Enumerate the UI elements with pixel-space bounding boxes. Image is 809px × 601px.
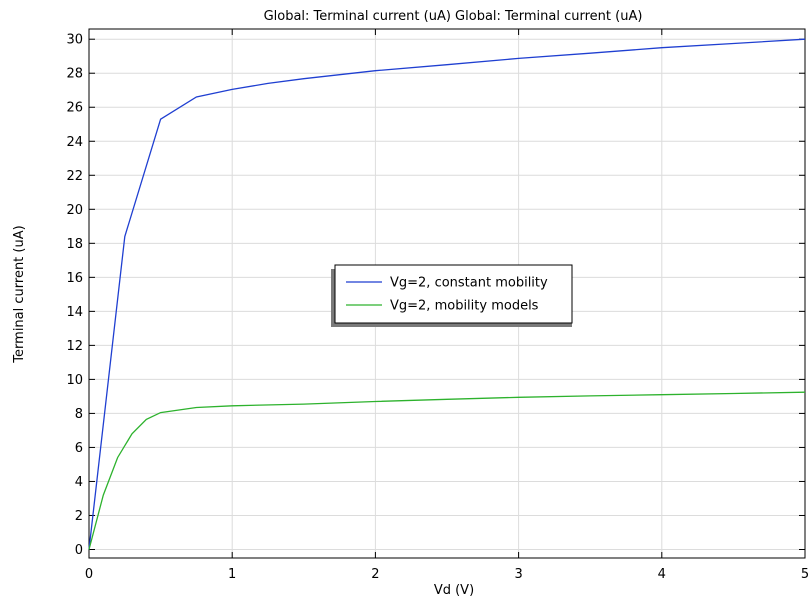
y-tick-label: 16: [66, 271, 83, 286]
legend-label-constant-mobility: Vg=2, constant mobility: [390, 276, 548, 291]
y-tick-label: 30: [66, 33, 83, 48]
y-tick-label: 12: [66, 339, 83, 354]
y-tick-label: 8: [75, 407, 83, 422]
y-tick-label: 26: [66, 101, 83, 116]
y-tick-label: 28: [66, 67, 83, 82]
y-tick-label: 4: [75, 475, 83, 490]
legend-box: [334, 264, 573, 324]
y-tick-label: 14: [66, 305, 83, 320]
series-line-constant-mobility: [88, 38, 806, 550]
y-tick-label: 2: [75, 509, 83, 524]
y-tick-label: 6: [75, 441, 83, 456]
y-tick-label: 22: [66, 169, 83, 184]
y-axis-title: Terminal current (uA): [12, 225, 27, 363]
y-tick-label: 20: [66, 203, 83, 218]
y-tick-label: 24: [66, 135, 83, 150]
legend: Vg=2, constant mobility Vg=2, mobility m…: [331, 264, 573, 327]
series-layer: [88, 38, 806, 550]
x-tick-label: 4: [658, 567, 666, 582]
x-tick-label: 5: [801, 567, 809, 582]
series-line-mobility-models: [88, 391, 806, 550]
y-tick-label: 0: [75, 543, 83, 558]
legend-label-mobility-models: Vg=2, mobility models: [390, 299, 539, 314]
x-tick-label: 1: [228, 567, 236, 582]
plot-frame: [88, 28, 806, 559]
x-tick-label: 2: [371, 567, 379, 582]
x-tick-label: 3: [514, 567, 522, 582]
chart-title: Global: Terminal current (uA) Global: Te…: [264, 9, 643, 24]
x-tick-label: 0: [85, 567, 93, 582]
x-axis-title: Vd (V): [434, 583, 474, 598]
x-axis-ticks: 0 1 2 3 4 5: [85, 29, 809, 582]
y-tick-label: 10: [66, 373, 83, 388]
y-tick-label: 18: [66, 237, 83, 252]
